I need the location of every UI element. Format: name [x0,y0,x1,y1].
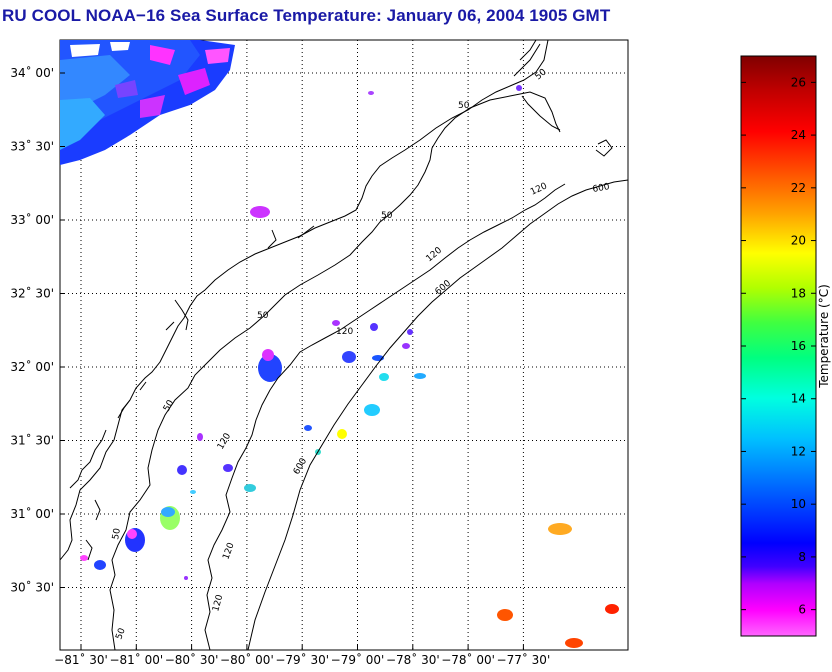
colorbar-tick-label: 14 [791,392,806,406]
colorbar-ticks: 26 24 22 20 18 16 14 12 10 8 6 [741,75,816,617]
lat-tick-label: 33˚ 30' [10,139,54,154]
isobath-label: 600 [592,182,611,195]
isobath-label: 50 [257,311,269,321]
isobath-label: 120 [211,593,225,612]
lat-tick-label: 32˚ 00' [10,359,54,374]
lat-tick-label: 31˚ 00' [10,506,54,521]
lon-tick-label: −81˚ 00' [109,652,163,667]
coastline-detail [69,40,613,561]
colorbar-tick-label: 20 [791,234,806,248]
sst-patches [80,85,619,648]
isobath-label: 50 [458,101,470,111]
isobath-label: 50 [111,527,123,540]
lat-tick-label: 34˚ 00' [10,65,54,80]
isobath-120 [204,183,566,650]
lon-tick-label: −79˚ 00' [331,652,385,667]
lat-tick-label: 32˚ 30' [10,286,54,301]
map-frame [59,39,629,651]
isobath-label: 120 [336,327,353,337]
colorbar-tick-label: 8 [798,550,806,564]
colorbar-tick-label: 6 [798,603,806,617]
isobath-600 [247,179,628,650]
isobath-50 [109,91,561,650]
map-title: RU COOL NOAA−16 Sea Surface Temperature:… [2,6,611,25]
lat-tick-label: 31˚ 30' [10,433,54,448]
lon-tick-label: −78˚ 30' [386,652,440,667]
coastline [60,40,549,561]
axis-ticks: −81˚ 30' −81˚ 00' −80˚ 30' −80˚ 00' −79˚ 30'… [10,65,550,667]
lat-tick-label: 30˚ 30' [10,580,54,595]
lon-tick-label: −77˚ 30' [497,652,551,667]
lon-tick-label: −79˚ 30' [275,652,329,667]
colorbar-label: Temperature (°C) [817,284,831,389]
colorbar-tick-label: 10 [791,497,806,511]
sst-patch-northwest [60,40,235,165]
graticule [60,40,628,650]
lon-tick-label: −80˚ 30' [165,652,219,667]
colorbar-tick-label: 18 [791,286,806,300]
isobath-label: 50 [381,211,393,221]
lon-tick-label: −78˚ 00' [441,652,495,667]
lon-tick-label: −80˚ 00' [220,652,274,667]
isobath-label: 50 [114,627,127,641]
colorbar-tick-label: 16 [791,339,806,353]
colorbar-tick-label: 24 [791,128,806,142]
colorbar-tick-label: 26 [791,75,806,89]
colorbar-tick-label: 22 [791,181,806,195]
colorbar [740,55,817,637]
lon-tick-label: −81˚ 30' [54,652,108,667]
lat-tick-label: 33˚ 00' [10,212,54,227]
colorbar-tick-label: 12 [791,444,806,458]
